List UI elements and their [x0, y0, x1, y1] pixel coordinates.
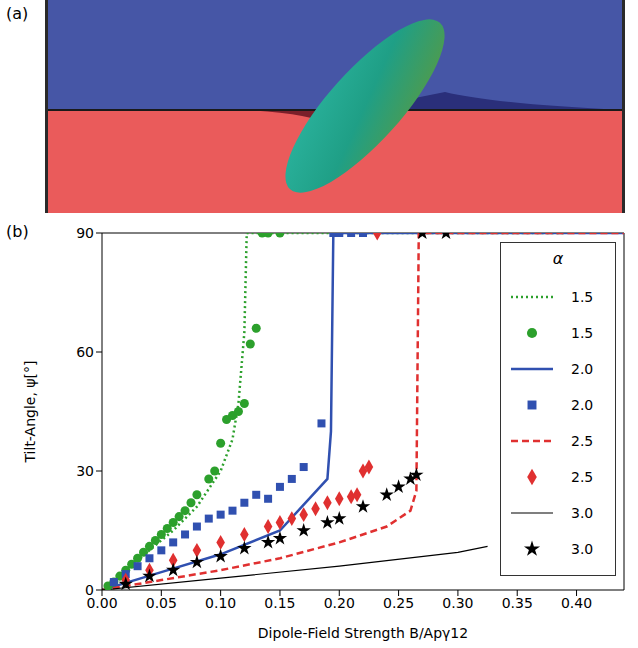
html-text:2.0: 2.0	[571, 361, 594, 377]
svg-text:0.30: 0.30	[442, 595, 473, 611]
html-text:2.0: 2.0	[571, 397, 594, 413]
html-text:(b): (b)	[6, 222, 29, 241]
html-text:2.5: 2.5	[571, 433, 594, 449]
svg-text:0.00: 0.00	[86, 594, 118, 611]
svg-text:30: 30	[76, 463, 94, 479]
svg-text:0.20: 0.20	[324, 595, 355, 611]
html-text:3.0: 3.0	[571, 505, 594, 521]
svg-text:90: 90	[76, 225, 94, 241]
svg-text:60: 60	[76, 344, 94, 360]
svg-text:0.05: 0.05	[146, 595, 177, 611]
html-text:α: α	[552, 249, 564, 268]
svg-text:0.15: 0.15	[264, 595, 295, 611]
html-text:(a): (a)	[6, 4, 29, 23]
svg-text:Dipole-Field Strength B/Apγ12: Dipole-Field Strength B/Apγ12	[258, 625, 468, 641]
svg-text:0: 0	[85, 582, 94, 598]
svg-text:0.10: 0.10	[205, 595, 236, 611]
html-text:3.0: 3.0	[571, 541, 594, 557]
svg-text:Tilt-Angle, ψ[°]: Tilt-Angle, ψ[°]	[22, 360, 38, 463]
svg-text:0.25: 0.25	[383, 595, 414, 611]
html-text:2.5: 2.5	[571, 469, 594, 485]
html-text:1.5: 1.5	[571, 325, 594, 341]
svg-text:0.40: 0.40	[561, 595, 592, 611]
html-text:1.5: 1.5	[571, 289, 594, 305]
svg-text:0.35: 0.35	[502, 595, 533, 611]
